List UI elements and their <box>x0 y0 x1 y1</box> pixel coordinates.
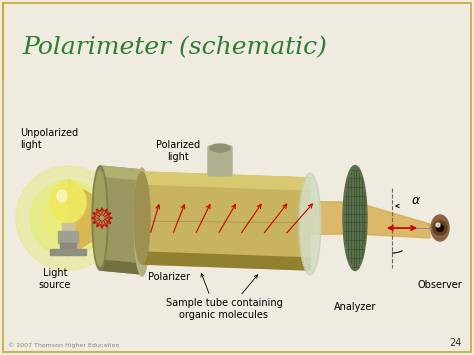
Circle shape <box>433 221 447 235</box>
Ellipse shape <box>134 172 150 264</box>
Polygon shape <box>142 172 310 190</box>
Ellipse shape <box>92 166 108 270</box>
Bar <box>50 249 86 255</box>
Bar <box>58 231 78 243</box>
Ellipse shape <box>301 176 319 272</box>
Ellipse shape <box>94 170 106 266</box>
Circle shape <box>30 180 106 256</box>
Text: 24: 24 <box>450 338 462 348</box>
Circle shape <box>436 223 440 227</box>
Text: α: α <box>412 194 420 207</box>
Text: Unpolarized
light: Unpolarized light <box>20 128 78 149</box>
Ellipse shape <box>50 181 86 223</box>
Text: Sample tube containing
organic molecules: Sample tube containing organic molecules <box>165 298 283 320</box>
Text: Light
source: Light source <box>39 268 71 290</box>
Polygon shape <box>68 180 100 256</box>
Text: Analyzer: Analyzer <box>334 302 376 312</box>
Bar <box>60 243 76 249</box>
Ellipse shape <box>431 215 449 241</box>
Text: Observer: Observer <box>418 280 462 290</box>
Polygon shape <box>100 166 142 180</box>
Ellipse shape <box>299 173 321 275</box>
Polygon shape <box>142 252 310 270</box>
Polygon shape <box>355 202 430 238</box>
Text: Polarizer: Polarizer <box>148 272 190 282</box>
Ellipse shape <box>343 165 367 271</box>
Text: Polarized
light: Polarized light <box>156 140 200 162</box>
Ellipse shape <box>134 168 150 276</box>
Polygon shape <box>142 172 310 270</box>
FancyBboxPatch shape <box>208 146 232 176</box>
Ellipse shape <box>210 144 230 152</box>
Text: Polarimeter (schematic): Polarimeter (schematic) <box>22 37 327 60</box>
Circle shape <box>437 224 444 231</box>
Circle shape <box>16 166 120 270</box>
Polygon shape <box>100 200 355 236</box>
Polygon shape <box>100 166 142 274</box>
Text: © 2007 Thomson Higher Education: © 2007 Thomson Higher Education <box>8 342 119 348</box>
Bar <box>62 223 74 231</box>
Ellipse shape <box>57 190 67 202</box>
Circle shape <box>42 192 94 244</box>
Polygon shape <box>100 260 142 274</box>
